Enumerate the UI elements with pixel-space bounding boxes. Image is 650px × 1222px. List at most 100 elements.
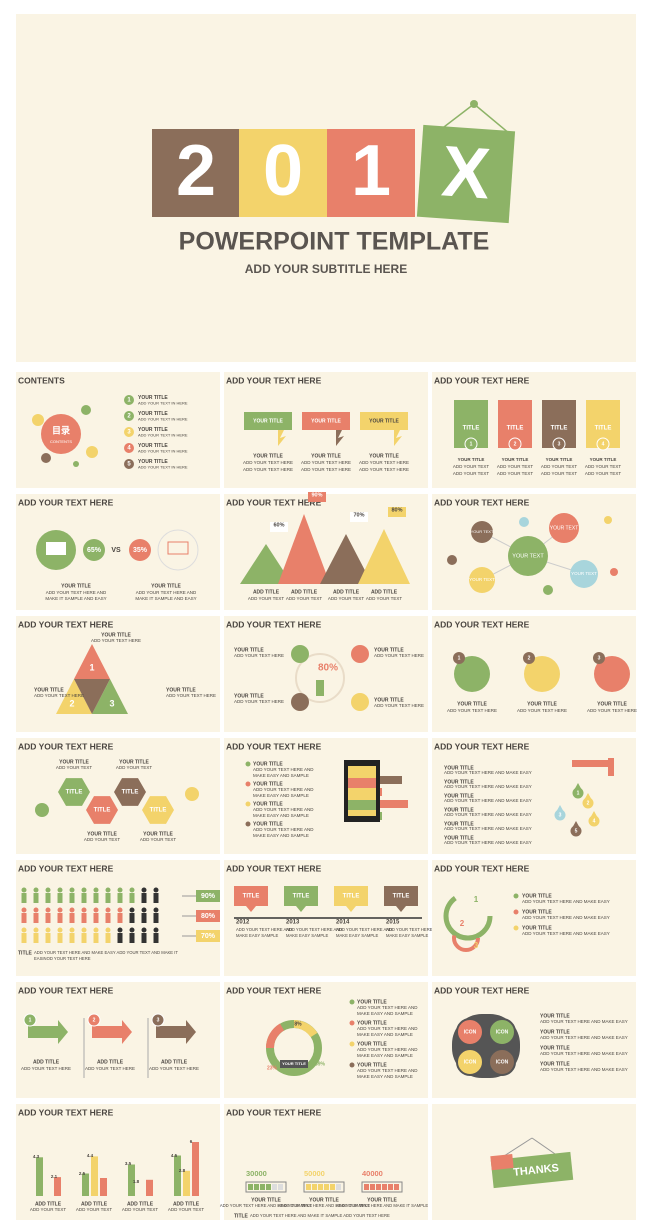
slide-label: YOUR TITLE (444, 793, 474, 799)
slide-background (16, 982, 220, 1098)
slide-label: ADD YOUR TEXT HERE AND MAKE EASY (540, 1051, 628, 1056)
shape-circle (21, 927, 27, 933)
shape-rect (105, 933, 111, 943)
shape-rect (33, 913, 39, 923)
shape-circle (549, 513, 579, 543)
slide-label: ADD YOUR TEXT HERE AND (357, 1047, 418, 1052)
slide-label: YOUR TITLE (234, 693, 264, 699)
slide-label: TITLE (66, 790, 83, 796)
slide-label: ADD YOUR TEXT (585, 464, 622, 469)
shape-rect (330, 1184, 335, 1190)
hero-subtitle: ADD YOUR SUBTITLE HERE (245, 262, 407, 276)
slide-label: ADD YOUR TEXT (140, 837, 177, 842)
shape-rect (69, 893, 75, 903)
shape-rect (361, 1181, 403, 1193)
slide-title: ADD YOUR TEXT HERE (434, 985, 530, 995)
shape-rect (388, 507, 406, 517)
slide-label: MAKE EASY SAMPLE (386, 933, 428, 938)
slide-label: ADD YOUR TEXT HERE AND (236, 927, 292, 932)
slide-label: YOUR TITLE (367, 1197, 397, 1203)
slide-label: ADD YOUR TEXT HERE AND MAKE EASY (444, 826, 532, 831)
shape-circle (32, 414, 44, 426)
shape-circle (69, 887, 75, 893)
shape-polygon (28, 1020, 68, 1044)
slide-label: ADD TITLE (173, 1201, 200, 1207)
slide-label: ADD TITLE (35, 1201, 62, 1207)
slide-label: MAKE EASY SAMPLE (236, 933, 278, 938)
slide-label: ADD YOUR TEXT HERE (34, 693, 84, 698)
shape-rect (324, 1184, 329, 1190)
shape-rect (93, 933, 99, 943)
shape-rect (360, 412, 408, 430)
hanger-string (439, 103, 475, 131)
slide-label: YOUR TITLE (590, 457, 617, 462)
slide-label: YOUR TITLE (119, 759, 149, 765)
shape-circle (83, 539, 105, 561)
shape-circle (469, 567, 495, 593)
shape-rect (350, 512, 368, 522)
slide-label: ADD YOUR TEXT HERE (166, 693, 216, 698)
shape-circle (33, 907, 39, 913)
slide-label: YOUR TITLE (540, 1045, 570, 1051)
slide: ADD YOUR TEXT HERE TITLE 1 YOUR TITLE ADD YO… (432, 372, 636, 488)
shape-rect (117, 893, 123, 903)
shape-rect (348, 778, 376, 788)
slide-label: 23% (267, 1065, 278, 1071)
shape-circle (124, 459, 134, 469)
shape-circle (570, 560, 598, 588)
slide-label: CONTENTS (50, 439, 72, 444)
shape-rect (81, 933, 87, 943)
slide: ADD YOUR TEXT HERE 8% 23% 59% YOUR TITLE YOUR… (224, 982, 428, 1098)
shape-rect (105, 913, 111, 923)
slide-label: 90% (201, 893, 216, 900)
slide-title: ADD YOUR TEXT HERE (226, 497, 322, 507)
slide-label: 3 (558, 441, 561, 447)
shape-circle (295, 653, 345, 703)
slide-label: YOUR TITLE (251, 1197, 281, 1203)
slide-label: YOUR TITLE (374, 697, 404, 703)
shape-circle (129, 539, 151, 561)
shape-rect (384, 886, 418, 906)
digit-box (152, 129, 239, 217)
shape-circle (151, 1013, 165, 1027)
slide-label: ADD YOUR TEXT HERE (374, 703, 424, 708)
slide-label: YOUR TITLE (253, 821, 283, 827)
shape-circle (153, 927, 159, 933)
shape-rect (146, 1179, 153, 1196)
slide-label: MAKE IT SAMPLE AND EASY (135, 596, 196, 601)
shape-polygon (142, 796, 174, 824)
slide-label: YOUR TITLE (369, 418, 399, 424)
shape-polygon (346, 906, 356, 912)
slide-label: 2 (69, 698, 74, 708)
shape-circle (93, 887, 99, 893)
shape-rect (303, 1181, 345, 1193)
shape-rect (306, 1184, 311, 1190)
slide-label: 3 (127, 430, 131, 436)
slide-background (224, 616, 428, 732)
slide-label: 2.8 (179, 1168, 186, 1173)
slide-label: YOUR TITLE (101, 632, 131, 638)
slide-label: ADD YOUR TEXT (84, 837, 121, 842)
shape-rect (93, 893, 99, 903)
slide-label: ADD YOUR TEXT (497, 464, 534, 469)
slide-label: TITLE (393, 894, 410, 900)
shape-rect (388, 1184, 393, 1190)
shape-polygon (92, 679, 128, 714)
slide-label: ADD YOUR TEXT (585, 471, 622, 476)
slide-label: MAKE EASY AND SAMPLE (357, 1053, 413, 1058)
slide-label: VS (111, 547, 121, 554)
slide-label: ADD YOUR TEXT HERE AND MAKE EASY (522, 899, 610, 904)
shape-circle (291, 645, 309, 663)
slide-label: 1 (127, 398, 131, 404)
slide-title: ADD YOUR TEXT HERE (226, 863, 322, 873)
shape-circle (129, 887, 135, 893)
shape-circle (124, 395, 134, 405)
shape-circle (291, 693, 309, 711)
shape-rect (254, 1184, 259, 1190)
slide-label: ADD YOUR TEXT HERE AND MAKE EASY (540, 1019, 628, 1024)
slide: THANKS (432, 1104, 636, 1220)
slide-label: YOUR TITLE (540, 1013, 570, 1019)
